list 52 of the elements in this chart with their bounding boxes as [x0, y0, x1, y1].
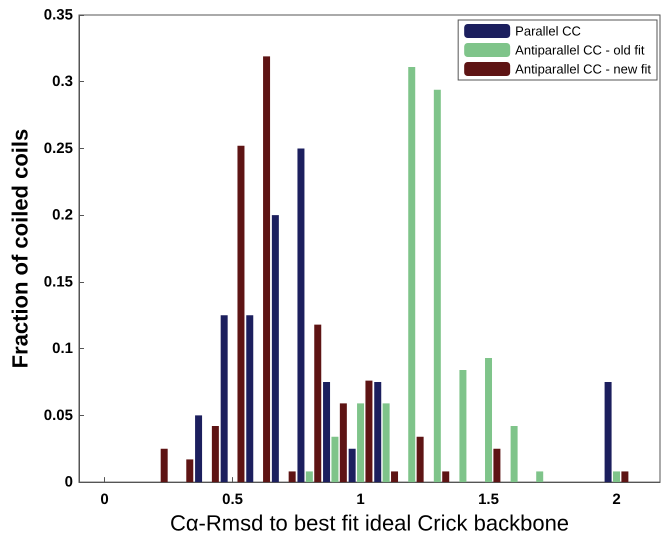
x-tick-label: 0: [100, 491, 109, 508]
bar: [263, 56, 270, 482]
y-tick-label: 0.15: [44, 273, 73, 290]
bar: [306, 471, 313, 482]
bar: [357, 403, 364, 482]
bar: [434, 90, 441, 482]
y-tick-label: 0.25: [44, 140, 73, 157]
legend-label: Parallel CC: [515, 24, 581, 38]
bar: [442, 471, 450, 482]
bar: [416, 436, 424, 482]
bar: [246, 315, 254, 482]
y-tick-label: 0.35: [44, 6, 73, 24]
bar: [297, 148, 304, 482]
y-tick-label: 0: [64, 474, 73, 491]
bar: [612, 471, 620, 482]
bar: [621, 471, 628, 482]
bar: [160, 448, 168, 482]
bar: [186, 459, 194, 482]
x-tick-label: 1.5: [478, 491, 499, 508]
legend-label: Antiparallel CC - new fit: [515, 62, 652, 76]
x-tick-label: 2: [612, 491, 621, 508]
y-tick-label: 0.1: [52, 340, 73, 358]
x-tick-label: 1: [356, 491, 365, 508]
bar: [314, 324, 322, 482]
y-tick-label: 0.3: [52, 73, 73, 90]
bar: [365, 380, 372, 482]
x-tick-label: 0.5: [222, 491, 243, 508]
bar: [220, 315, 228, 482]
bar: [510, 426, 518, 482]
bar: [331, 436, 338, 482]
bar: [536, 471, 544, 482]
bar: [493, 448, 500, 482]
y-tick-label: 0.2: [52, 206, 73, 224]
bar: [348, 448, 356, 482]
bar: [272, 215, 279, 482]
x-axis-title: Cα-Rmsd to best fit ideal Crick backbone: [170, 510, 570, 536]
bar: [408, 67, 416, 482]
bar: [374, 382, 382, 482]
bar: [288, 471, 296, 482]
bar: [195, 415, 202, 482]
bar: [340, 403, 347, 482]
y-tick-label: 0.05: [44, 406, 73, 424]
bar: [604, 382, 612, 482]
bar: [237, 146, 244, 482]
bar: [382, 403, 390, 482]
bar: [212, 426, 219, 482]
bar: [323, 382, 330, 482]
bar: [459, 370, 466, 482]
y-axis-title: Fraction of coiled coils: [8, 128, 32, 368]
bar: [391, 471, 398, 482]
bar: [485, 358, 492, 482]
legend-label: Antiparallel CC - old fit: [515, 42, 645, 58]
